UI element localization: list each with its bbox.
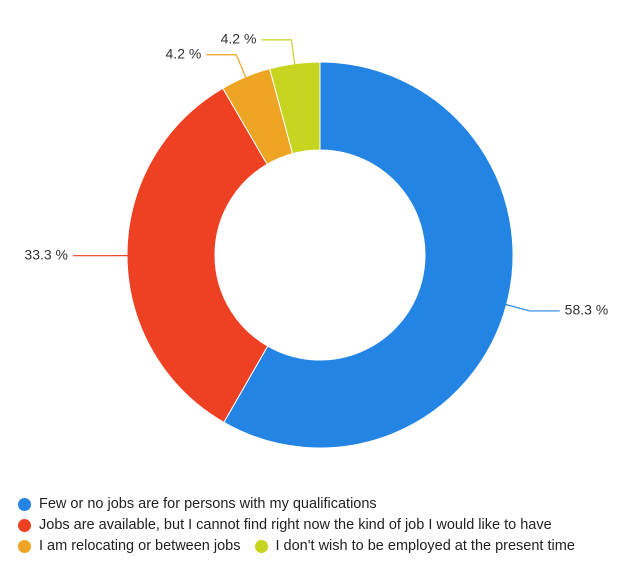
legend-label: I am relocating or between jobs: [39, 538, 241, 554]
leader-line: [504, 303, 560, 312]
legend-item: I don't wish to be employed at the prese…: [254, 538, 575, 554]
data-label: 4.2 %: [221, 31, 257, 47]
legend-label: I don't wish to be employed at the prese…: [275, 538, 575, 554]
data-label: 4.2 %: [166, 45, 202, 61]
donut-slice: [269, 61, 321, 155]
donut-slice: [126, 87, 269, 424]
legend-swatch: [18, 518, 31, 532]
data-label: 33.3 %: [24, 246, 68, 262]
legend-item: Few or no jobs are for persons with my q…: [18, 496, 614, 512]
legend-swatch: [18, 497, 31, 511]
legend-swatch: [18, 539, 31, 553]
legend: Few or no jobs are for persons with my q…: [18, 494, 628, 557]
chart: 58.3 % 33.3 % 4.2 % 4.2 %: [24, 31, 609, 449]
legend-label: Jobs are available, but I cannot find ri…: [39, 517, 552, 533]
leader-line: [261, 39, 296, 66]
donut-slice: [223, 61, 514, 449]
legend-item: I am relocating or between jobs: [18, 538, 241, 554]
legend-item: Jobs are available, but I cannot find ri…: [18, 517, 614, 533]
legend-label: Few or no jobs are for persons with my q…: [39, 496, 377, 512]
legend-swatch: [254, 539, 268, 553]
leader-line: [206, 54, 247, 80]
data-label: 58.3 %: [565, 302, 609, 318]
